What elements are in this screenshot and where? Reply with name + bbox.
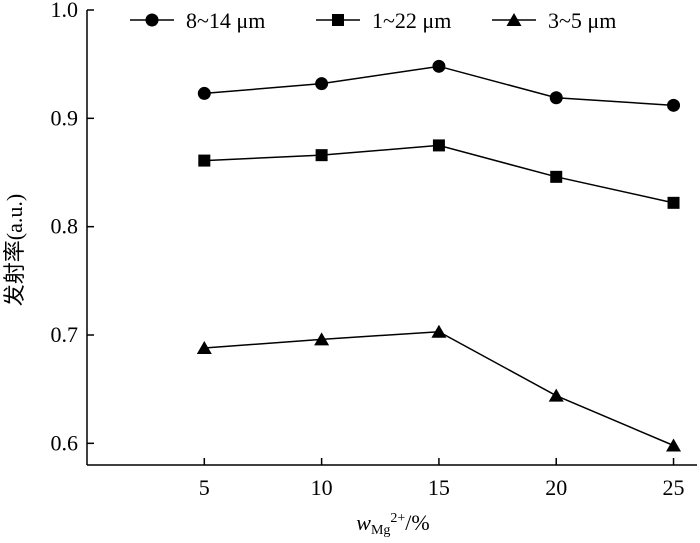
y-tick-label: 0.7 [51,322,79,347]
legend: 8~14 μm 1~22 μm 3~5 μm [130,8,616,33]
data-point-circle [315,77,329,91]
legend-label: 3~5 μm [548,8,616,33]
x-tick-label: 20 [545,475,567,500]
y-axis-ticks: 0.6 0.7 0.8 0.9 1.0 [51,0,94,455]
data-point-square [667,196,680,209]
data-point-triangle [196,341,212,354]
series-triangle [196,324,682,452]
x-axis-ticks: 5 10 15 20 25 [199,458,685,500]
data-point-triangle [666,438,682,452]
x-axis-title: wMg2+/% [356,510,430,538]
data-point-circle [432,59,446,73]
x-axis-var: w [356,510,371,535]
series-line [204,330,674,447]
data-point-square [550,170,563,183]
y-tick-label: 0.6 [51,430,79,455]
y-axis-title: 发射率(a.u.) [2,194,27,306]
x-axis-sub: Mg [371,523,390,538]
data-point-square [432,139,445,152]
x-tick-label: 5 [199,475,210,500]
y-tick-label: 0.9 [51,105,79,130]
x-tick-label: 10 [311,475,333,500]
series-circle [197,59,681,112]
data-point-circle [667,98,681,112]
series-line [204,144,674,204]
legend-entry: 8~14 μm [130,8,265,33]
data-point-triangle [314,332,330,346]
data-point-square [198,154,211,167]
data-point-triangle [431,324,447,338]
legend-entry: 3~5 μm [492,8,616,33]
series-layer [196,59,682,452]
axes [86,10,697,466]
legend-label: 1~22 μm [372,8,451,33]
y-tick-label: 0.8 [51,214,79,239]
legend-marker-triangle [506,13,522,26]
data-point-triangle [548,388,564,402]
data-point-circle [549,91,563,105]
legend-marker-circle [145,13,159,27]
x-tick-label: 25 [663,475,685,500]
x-axis-unit: /% [405,510,429,535]
y-tick-label: 1.0 [51,0,79,22]
legend-marker-square [332,14,344,26]
legend-entry: 1~22 μm [316,8,451,33]
series-square [198,139,680,209]
x-tick-label: 15 [428,475,450,500]
data-point-circle [197,86,211,100]
legend-label: 8~14 μm [186,8,265,33]
x-axis-sup: 2+ [390,511,405,526]
data-point-square [315,149,328,162]
